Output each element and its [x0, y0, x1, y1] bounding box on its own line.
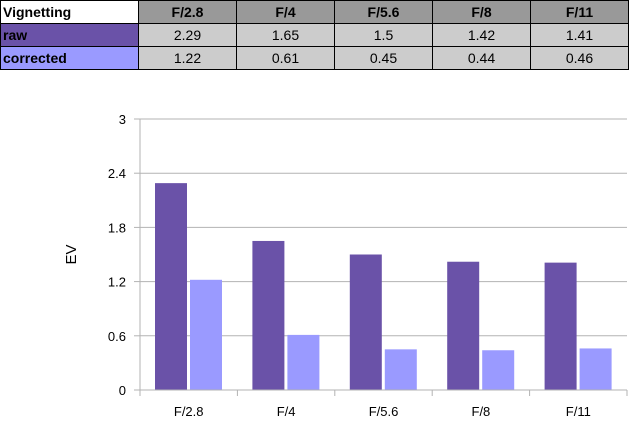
bar-raw	[252, 240, 285, 390]
bar-raw	[544, 262, 577, 390]
column-header: F/8	[432, 0, 531, 24]
y-tick-label: 1.2	[108, 275, 126, 290]
y-tick-label: 1.8	[108, 220, 126, 235]
bar-corrected	[579, 348, 612, 390]
y-tick-label: 0.6	[108, 329, 126, 344]
table-cell: 0.61	[236, 46, 335, 70]
x-tick-label: F/2.8	[174, 404, 204, 419]
bar-corrected	[287, 334, 320, 390]
table-header-row: Vignetting F/2.8 F/4 F/5.6 F/8 F/11	[0, 0, 629, 24]
row-label-corrected: corrected	[0, 46, 139, 70]
row-label-raw: raw	[0, 23, 139, 47]
table-cell: 1.42	[432, 23, 531, 47]
table-cell: 1.22	[138, 46, 237, 70]
y-tick-label: 2.4	[108, 166, 126, 181]
bar-raw	[155, 183, 187, 390]
y-axis-label: EV	[63, 244, 80, 264]
x-tick-label: F/4	[277, 404, 296, 419]
table-cell: 0.44	[432, 46, 531, 70]
bar-corrected	[384, 349, 417, 390]
bar-corrected	[190, 279, 222, 390]
table-cell: 0.45	[334, 46, 433, 70]
bar-raw	[447, 261, 480, 390]
column-header: F/5.6	[334, 0, 433, 24]
table-cell: 1.65	[236, 23, 335, 47]
table-cell: 1.5	[334, 23, 433, 47]
bar-raw	[349, 254, 382, 390]
table-corner-label: Vignetting	[0, 0, 139, 24]
bar-corrected	[482, 350, 515, 390]
vignetting-table: Vignetting F/2.8 F/4 F/5.6 F/8 F/11 raw …	[0, 0, 629, 70]
table-cell: 0.46	[530, 46, 629, 70]
table-row-raw: raw 2.29 1.65 1.5 1.42 1.41	[0, 23, 629, 47]
x-tick-label: F/5.6	[369, 404, 399, 419]
y-tick-label: 3	[119, 112, 126, 127]
y-tick-label: 0	[119, 383, 126, 398]
table-cell: 1.41	[530, 23, 629, 47]
x-tick-label: F/8	[472, 404, 491, 419]
table-row-corrected: corrected 1.22 0.61 0.45 0.44 0.46	[0, 46, 629, 70]
x-tick-label: F/11	[566, 404, 591, 419]
